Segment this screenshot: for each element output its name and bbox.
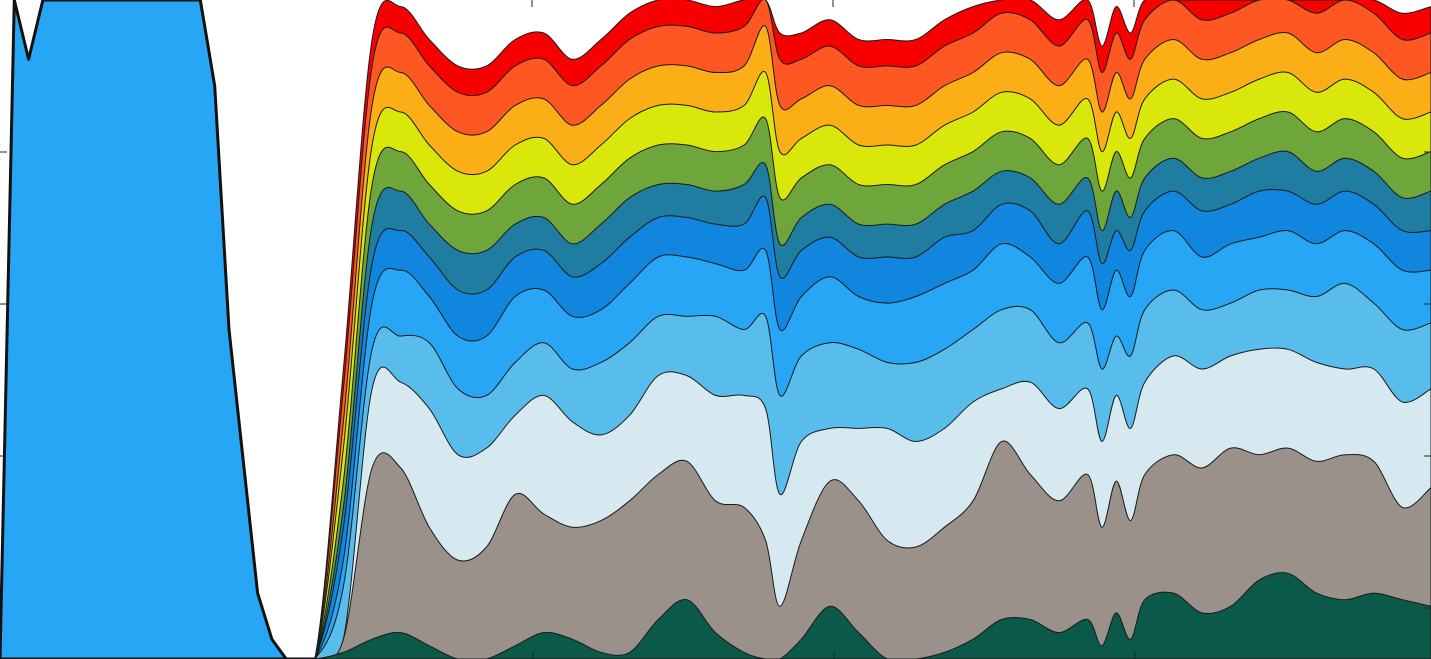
area-band-1 [0,572,1431,659]
mask-overlay [0,0,317,659]
area-mask [0,0,317,659]
